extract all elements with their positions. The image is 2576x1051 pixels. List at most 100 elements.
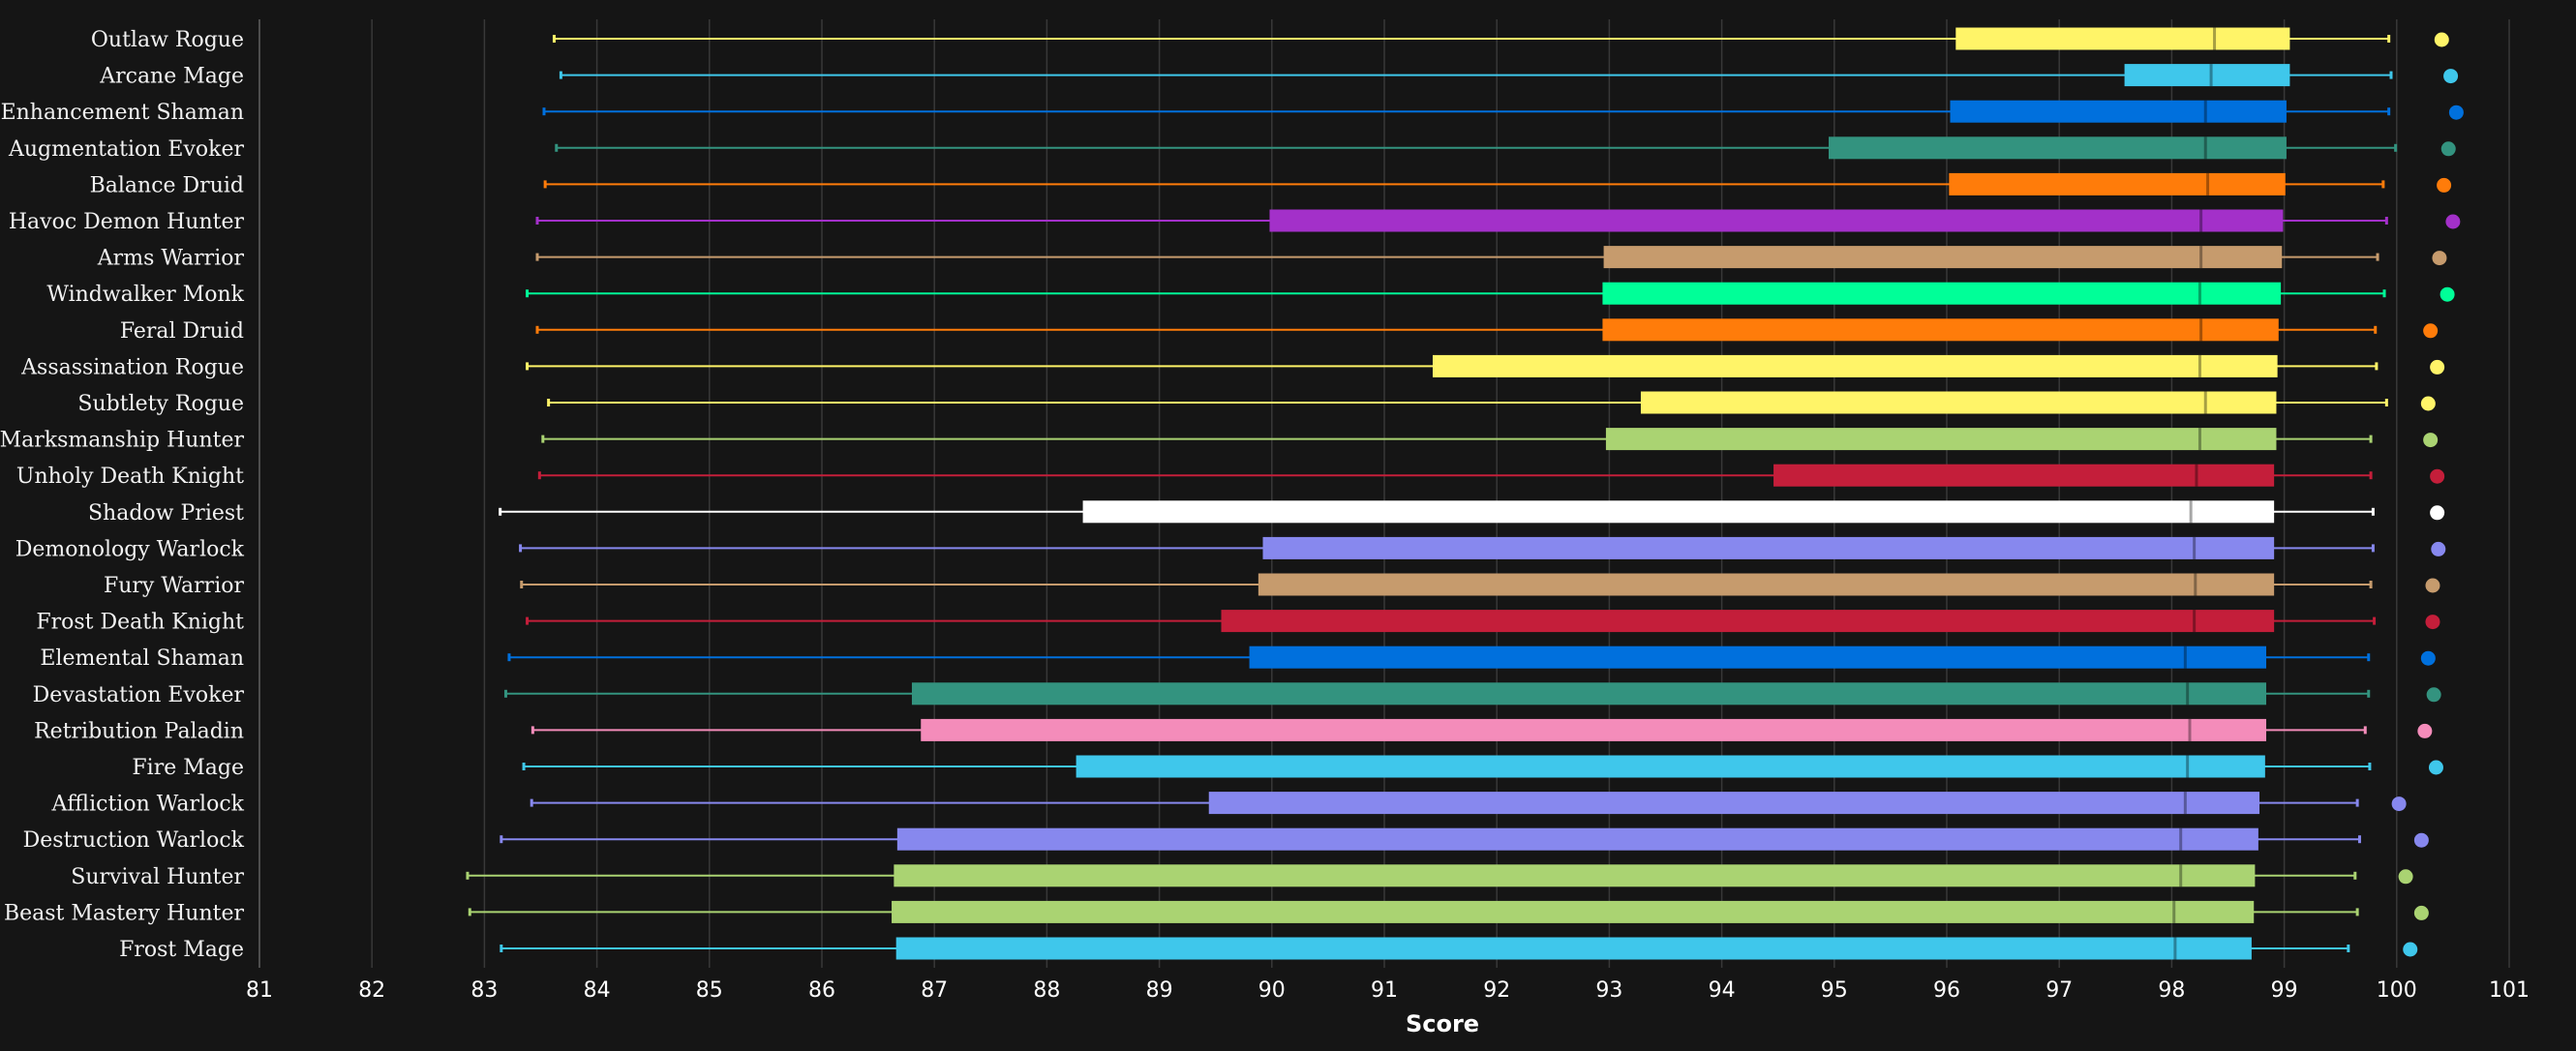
category-label: Shadow Priest — [88, 501, 244, 526]
category-label: Marksmanship Hunter — [0, 429, 244, 453]
category-label: Survival Hunter — [71, 865, 244, 889]
iqr-box — [1083, 500, 2275, 523]
outlier-point — [2414, 906, 2429, 920]
iqr-box — [1829, 136, 2287, 159]
outlier-point — [2429, 761, 2443, 775]
category-label: Feral Druid — [120, 319, 244, 344]
x-tick-label: 83 — [470, 978, 498, 1003]
x-tick-label: 82 — [358, 978, 385, 1003]
iqr-box — [912, 682, 2266, 705]
category-label: Fire Mage — [132, 756, 244, 780]
x-tick-label: 88 — [1033, 978, 1060, 1003]
category-label: Frost Mage — [119, 938, 244, 962]
iqr-box — [1602, 318, 2278, 341]
outlier-point — [2443, 69, 2458, 83]
outlier-point — [2430, 505, 2444, 520]
x-tick-label: 89 — [1146, 978, 1173, 1003]
category-label: Assassination Rogue — [20, 355, 244, 379]
x-tick-label: 95 — [1821, 978, 1848, 1003]
outlier-point — [2423, 433, 2438, 447]
category-label: Balance Druid — [90, 173, 244, 197]
iqr-box — [892, 901, 2254, 923]
iqr-box — [1269, 210, 2283, 232]
category-label: Arms Warrior — [97, 247, 245, 271]
iqr-box — [1602, 283, 2281, 305]
category-label: Devastation Evoker — [33, 683, 245, 707]
x-tick-label: 92 — [1483, 978, 1510, 1003]
iqr-box — [1773, 465, 2274, 487]
category-label: Retribution Paladin — [34, 719, 244, 743]
category-label: Havoc Demon Hunter — [9, 210, 245, 234]
category-label: Unholy Death Knight — [16, 465, 244, 489]
iqr-box — [1641, 392, 2277, 414]
x-axis-title: Score — [1406, 1010, 1479, 1037]
iqr-box — [1604, 246, 2283, 268]
iqr-box — [1950, 101, 2286, 123]
x-tick-label: 97 — [2046, 978, 2073, 1003]
x-tick-label: 98 — [2158, 978, 2185, 1003]
x-tick-label: 100 — [2377, 978, 2417, 1003]
x-tick-label: 94 — [1709, 978, 1736, 1003]
iqr-box — [897, 828, 2258, 851]
category-label: Subtlety Rogue — [77, 392, 244, 416]
x-tick-label: 101 — [2489, 978, 2530, 1003]
outlier-point — [2449, 105, 2464, 120]
outlier-point — [2414, 833, 2429, 848]
x-tick-label: 91 — [1371, 978, 1398, 1003]
x-tick-label: 93 — [1595, 978, 1622, 1003]
iqr-box — [1258, 574, 2274, 596]
iqr-box — [896, 938, 2252, 960]
outlier-point — [2392, 796, 2407, 811]
outlier-point — [2440, 287, 2455, 302]
iqr-box — [1433, 355, 2278, 377]
iqr-box — [1263, 537, 2275, 559]
iqr-box — [1955, 28, 2289, 50]
iqr-box — [1209, 792, 2259, 814]
outlier-point — [2399, 869, 2413, 884]
category-label: Outlaw Rogue — [91, 28, 244, 52]
iqr-box — [921, 719, 2266, 741]
iqr-box — [2125, 64, 2290, 86]
outlier-point — [2417, 724, 2432, 738]
x-tick-label: 96 — [1933, 978, 1960, 1003]
outlier-point — [2430, 469, 2444, 484]
iqr-box — [1606, 428, 2277, 450]
iqr-box — [1250, 646, 2266, 669]
iqr-box — [1076, 756, 2265, 778]
category-label: Demonology Warlock — [15, 537, 245, 561]
outlier-point — [2437, 178, 2451, 193]
category-label: Enhancement Shaman — [1, 101, 244, 125]
category-label: Arcane Mage — [99, 65, 244, 89]
x-tick-label: 81 — [246, 978, 273, 1003]
iqr-box — [1949, 173, 2285, 195]
category-label: Augmentation Evoker — [8, 137, 245, 162]
outlier-point — [2431, 542, 2445, 556]
outlier-point — [2421, 397, 2436, 411]
category-label: Frost Death Knight — [36, 611, 244, 635]
x-tick-label: 84 — [584, 978, 611, 1003]
x-gridlines — [259, 19, 2509, 968]
x-tick-label: 87 — [921, 978, 948, 1003]
outlier-point — [2430, 360, 2444, 375]
category-label: Windwalker Monk — [46, 283, 244, 307]
category-label: Affliction Warlock — [51, 793, 245, 817]
outlier-point — [2425, 615, 2440, 629]
outlier-point — [2423, 323, 2438, 338]
outlier-point — [2421, 651, 2436, 666]
outlier-point — [2441, 141, 2456, 156]
outlier-point — [2403, 943, 2417, 957]
x-tick-label: 99 — [2271, 978, 2298, 1003]
outlier-point — [2425, 579, 2440, 593]
category-label: Destruction Warlock — [23, 828, 245, 853]
outlier-point — [2435, 33, 2449, 47]
iqr-box — [1222, 610, 2275, 632]
x-tick-label: 85 — [696, 978, 723, 1003]
outlier-point — [2432, 251, 2446, 265]
category-label: Elemental Shaman — [40, 646, 244, 671]
x-tick-label: 86 — [808, 978, 835, 1003]
category-label: Beast Mastery Hunter — [4, 901, 245, 925]
outlier-point — [2445, 215, 2460, 229]
category-label: Fury Warrior — [104, 574, 245, 598]
x-tick-label: 90 — [1258, 978, 1286, 1003]
